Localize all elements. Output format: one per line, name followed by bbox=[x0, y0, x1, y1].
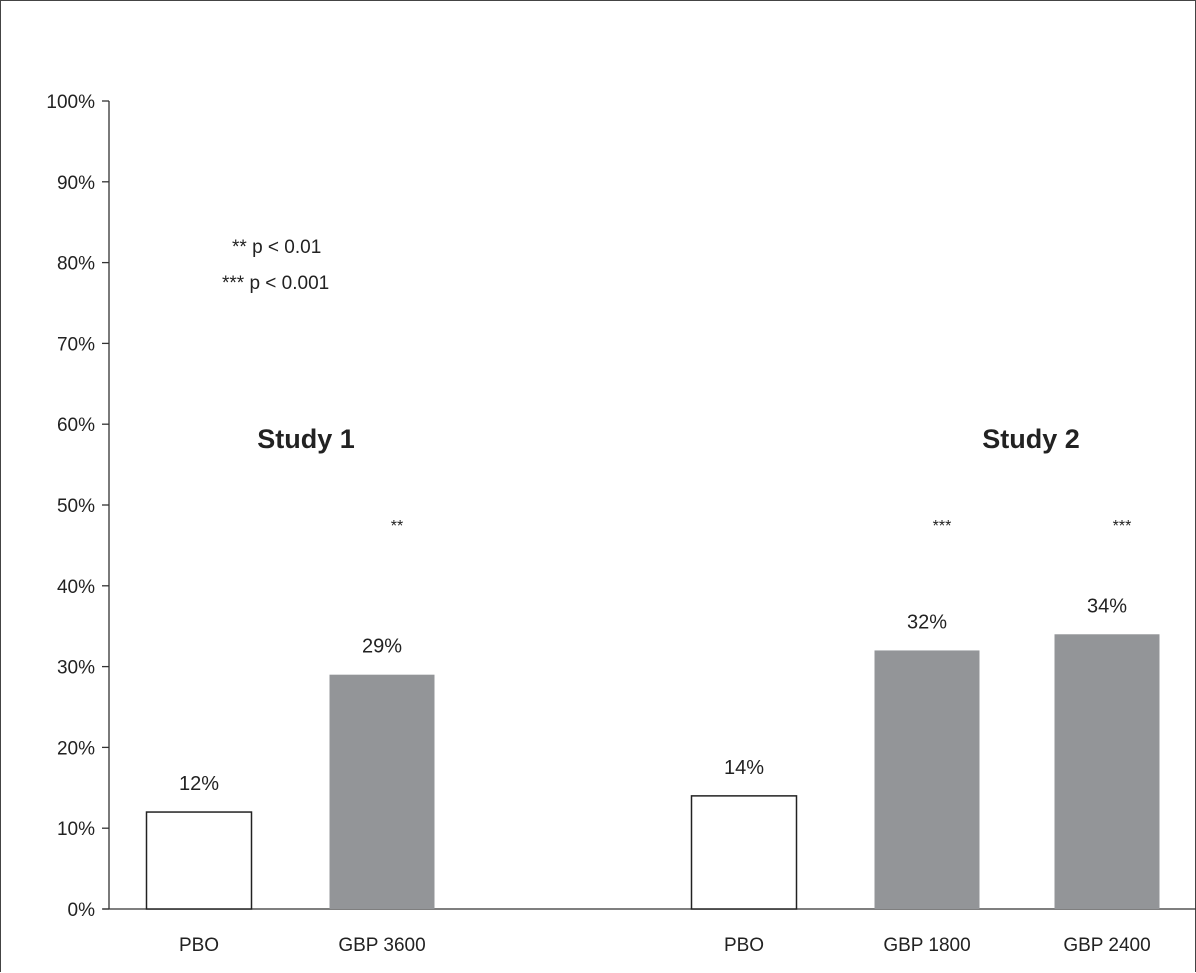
bar bbox=[1054, 634, 1160, 909]
y-tick-label: 100% bbox=[46, 92, 95, 113]
y-tick-label: 0% bbox=[68, 900, 96, 921]
bar-value-label: 12% bbox=[179, 773, 219, 795]
y-tick-label: 10% bbox=[57, 819, 95, 840]
y-tick-label: 70% bbox=[57, 334, 95, 355]
significance-marker: *** bbox=[1113, 518, 1132, 535]
y-tick-label: 90% bbox=[57, 173, 95, 194]
bar bbox=[690, 795, 798, 910]
y-tick-label: 40% bbox=[57, 577, 95, 598]
study-labels: Study 1 Study 2 bbox=[257, 424, 1080, 454]
y-tick-label: 60% bbox=[57, 415, 95, 436]
bar-value-label: 14% bbox=[724, 757, 764, 779]
bar bbox=[145, 811, 253, 910]
y-tick-label: 80% bbox=[57, 254, 95, 275]
legend-entry: *** p < 0.001 bbox=[222, 273, 329, 294]
category-label: GBP 1800 bbox=[883, 935, 970, 956]
y-tick-label: 50% bbox=[57, 496, 95, 517]
bar-value-label: 34% bbox=[1087, 595, 1127, 617]
bar-value-label: 32% bbox=[907, 611, 947, 633]
study-label: Study 1 bbox=[257, 424, 355, 454]
study-label: Study 2 bbox=[982, 424, 1080, 454]
y-tick-label: 20% bbox=[57, 738, 95, 759]
bar-value-label: 29% bbox=[362, 636, 402, 658]
category-label: GBP 3600 bbox=[338, 935, 425, 956]
significance-marker: ** bbox=[391, 518, 403, 535]
significance-legend: ** p < 0.01 *** p < 0.001 bbox=[222, 237, 329, 294]
axis-layer: 0% 10% 20% 30% 40% 50% 60% 70% 80% 90% 100% bbox=[46, 92, 1196, 921]
bars: 12% PBO 29% ** GBP 3600 14% PBO 32% *** GBP 1800 3… bbox=[145, 518, 1160, 956]
y-tick-label: 30% bbox=[57, 658, 95, 679]
bar bbox=[874, 650, 980, 909]
significance-marker: *** bbox=[933, 518, 952, 535]
category-label: PBO bbox=[724, 935, 764, 956]
legend-entry: ** p < 0.01 bbox=[232, 237, 321, 258]
bar bbox=[329, 674, 435, 909]
category-label: PBO bbox=[179, 935, 219, 956]
category-label: GBP 2400 bbox=[1063, 935, 1150, 956]
